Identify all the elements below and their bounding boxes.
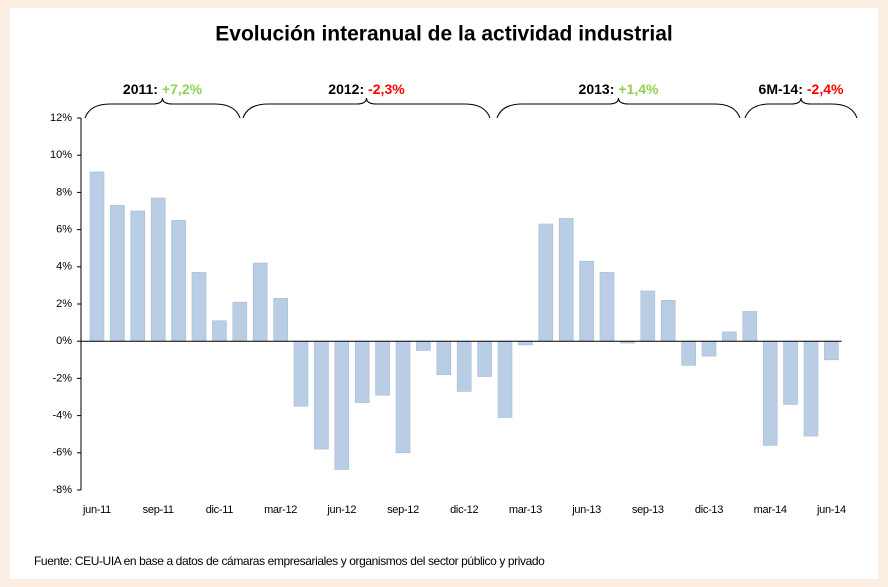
bar <box>273 298 288 342</box>
bar <box>456 340 472 392</box>
annotation: 6M-14: -2,4% <box>759 81 844 97</box>
bar <box>742 311 758 342</box>
bar <box>130 210 146 342</box>
bar <box>783 340 798 405</box>
y-tick-label: 2% <box>56 298 72 310</box>
bar <box>232 301 248 342</box>
bar <box>640 290 656 342</box>
bar <box>416 340 431 351</box>
x-tick-label: mar-13 <box>509 504 542 516</box>
bar <box>722 331 737 342</box>
source: Fuente: CEU-UIA en base a datos de cámar… <box>34 554 545 568</box>
brace <box>242 97 491 119</box>
bar <box>660 299 676 342</box>
annotation: 2012: -2,3% <box>328 81 405 97</box>
bar <box>354 340 370 403</box>
bar <box>579 260 594 342</box>
brace <box>496 97 741 119</box>
bar <box>150 197 166 342</box>
bar <box>518 340 533 346</box>
annotation-change: +7,2% <box>162 81 203 97</box>
bar <box>599 272 615 342</box>
annotation-label: 2011: <box>123 81 158 97</box>
y-tick-label: -6% <box>52 447 72 459</box>
bar <box>334 340 350 470</box>
bar <box>191 272 207 342</box>
y-tick-label: -8% <box>52 484 72 496</box>
brace <box>744 97 858 119</box>
chart-title: Evolución interanual de la actividad ind… <box>215 23 672 46</box>
x-tick-label: dic-12 <box>450 504 478 516</box>
x-tick-label: sep-12 <box>387 504 419 516</box>
annotation: 2011: +7,2% <box>123 81 203 97</box>
bar <box>171 220 186 342</box>
annotation-label: 2012: <box>328 81 364 97</box>
bar <box>701 340 717 357</box>
x-tick-label: jun-11 <box>82 504 111 516</box>
x-tick-label: mar-14 <box>754 504 787 516</box>
annotation-label: 6M-14: <box>759 81 803 97</box>
bar <box>293 340 309 407</box>
bar <box>314 340 329 450</box>
annotation-change: +1,4% <box>618 81 659 97</box>
bar <box>803 340 819 437</box>
x-tick-label: dic-13 <box>695 504 723 516</box>
bar <box>110 205 125 342</box>
bar <box>824 340 839 361</box>
bar <box>375 340 390 396</box>
y-tick-label: 4% <box>56 261 72 273</box>
bar <box>477 340 492 377</box>
y-tick-label: 8% <box>56 186 72 198</box>
bar <box>395 340 411 454</box>
y-tick-label: 10% <box>50 149 72 161</box>
bar <box>762 340 778 446</box>
x-tick-label: jun-14 <box>816 504 846 516</box>
bar <box>497 340 513 418</box>
bar <box>558 218 574 342</box>
x-tick-label: dic-11 <box>206 504 234 516</box>
x-tick-label: sep-11 <box>143 504 174 516</box>
annotation: 2013: +1,4% <box>579 81 659 97</box>
bar <box>681 340 696 366</box>
y-tick-label: -4% <box>52 410 72 422</box>
annotation-change: -2,4% <box>807 81 844 97</box>
brace <box>84 97 241 119</box>
bar <box>252 262 268 342</box>
y-tick-label: 0% <box>56 335 72 347</box>
x-tick-label: sep-13 <box>632 504 664 516</box>
bar <box>89 171 105 342</box>
y-tick-label: -2% <box>52 372 72 384</box>
y-tick-label: 6% <box>56 224 72 236</box>
x-tick-label: mar-12 <box>264 504 297 516</box>
annotation-change: -2,3% <box>368 81 405 97</box>
bar <box>212 320 227 342</box>
bar <box>436 340 452 375</box>
x-tick-label: jun-12 <box>326 504 356 516</box>
x-tick-label: jun-13 <box>571 504 601 516</box>
annotation-label: 2013: <box>579 81 615 97</box>
y-tick-label: 12% <box>50 112 72 124</box>
bar <box>538 223 554 342</box>
